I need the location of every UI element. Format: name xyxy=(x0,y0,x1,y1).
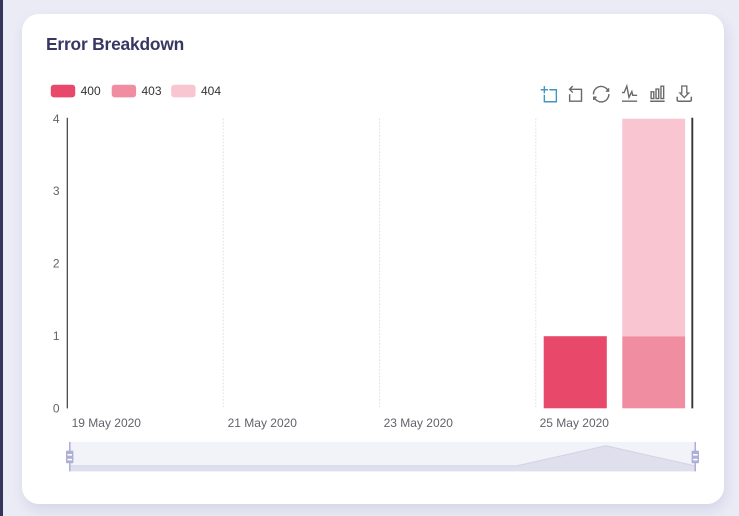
svg-text:2: 2 xyxy=(53,257,60,271)
svg-text:404: 404 xyxy=(201,84,221,98)
svg-text:23 May 2020: 23 May 2020 xyxy=(384,416,454,430)
svg-text:25 May 2020: 25 May 2020 xyxy=(540,416,610,430)
svg-text:0: 0 xyxy=(53,401,60,415)
svg-text:4: 4 xyxy=(53,112,60,126)
svg-text:403: 403 xyxy=(142,84,162,98)
svg-text:1: 1 xyxy=(53,329,60,343)
svg-text:21 May 2020: 21 May 2020 xyxy=(228,416,298,430)
svg-text:3: 3 xyxy=(53,184,60,198)
svg-text:400: 400 xyxy=(81,84,101,98)
svg-text:19 May 2020: 19 May 2020 xyxy=(72,416,142,430)
